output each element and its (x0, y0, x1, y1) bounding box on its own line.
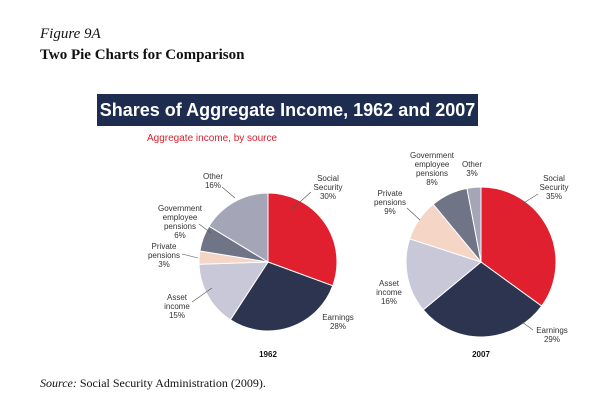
pie-slice-1962-asset-income (198, 261, 269, 321)
slice-label-2007-government-employee-pensions: Government employee pensions 8% (410, 151, 455, 187)
chart-title-banner: Shares of Aggregate Income, 1962 and 200… (97, 94, 478, 126)
slice-label-1962-earnings: Earnings 28% (322, 313, 354, 331)
leader-line-1962-private-pensions (181, 253, 199, 259)
figure-title: Two Pie Charts for Comparison (40, 47, 245, 63)
source-note: Source: Social Security Administration (… (40, 376, 266, 391)
year-label-1962: 1962 (259, 350, 277, 359)
slice-label-2007-earnings: Earnings 29% (536, 326, 568, 344)
pie-slice-1962-other (208, 192, 269, 263)
source-text: Social Security Administration (2009). (76, 376, 266, 390)
leader-line-2007-earnings (521, 321, 534, 331)
pie-slice-2007-asset-income (405, 238, 483, 311)
slice-label-1962-social-security: Social Security 30% (314, 174, 343, 201)
slice-label-2007-social-security: Social Security 35% (540, 174, 569, 201)
source-label: Source: (40, 376, 77, 390)
slice-label-1962-government-employee-pensions: Government employee pensions 6% (158, 204, 203, 240)
pie-slice-1962-social-security (267, 192, 338, 287)
slice-label-1962-private-pensions: Private pensions 3% (148, 242, 180, 269)
leader-line-2007-social-security (521, 193, 539, 205)
pie-slice-2007-earnings (422, 261, 543, 338)
leader-line-1962-asset-income (191, 287, 213, 303)
chart-subtitle: Aggregate income, by source (147, 133, 278, 144)
figure-label: Figure 9A (40, 26, 101, 42)
leader-line-1962-social-security (291, 191, 312, 210)
pie-slice-1962-earnings (229, 261, 334, 332)
leader-line-1962-other (221, 186, 236, 199)
pie-slice-2007-social-security (480, 186, 557, 307)
slice-label-1962-asset-income: Asset income 15% (164, 293, 190, 320)
slice-label-1962-other: Other 16% (203, 172, 223, 190)
slice-label-2007-asset-income: Asset income 16% (376, 279, 402, 306)
slice-label-2007-other: Other 3% (462, 160, 482, 178)
leader-line-1962-government-employee-pensions (198, 223, 212, 234)
slice-label-2007-private-pensions: Private pensions 9% (374, 189, 406, 216)
pie-slice-2007-other (466, 186, 482, 263)
year-label-2007: 2007 (472, 350, 490, 359)
leader-line-2007-private-pensions (406, 207, 421, 221)
